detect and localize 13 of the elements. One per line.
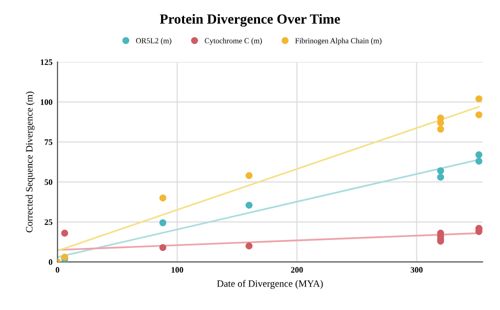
x-tick-label: 0 [56, 267, 60, 273]
x-tick-label: 300 [410, 267, 423, 273]
y-tick-label: 50 [44, 179, 52, 185]
y-axis-title: Corrected Sequence Divergence (m) [26, 92, 35, 232]
x-axis-title: Date of Divergence (MYA) [217, 280, 323, 289]
chart-title: Protein Divergence Over Time [160, 14, 340, 27]
x-tick-label: 200 [291, 267, 303, 273]
y-tick-label: 25 [44, 219, 52, 225]
x-tick-label: 100 [172, 267, 184, 273]
y-tick-label: 75 [44, 139, 52, 145]
y-tick-label: 100 [40, 99, 52, 105]
y-tick-label: 125 [40, 59, 52, 65]
y-tick-label: 0 [48, 259, 52, 265]
